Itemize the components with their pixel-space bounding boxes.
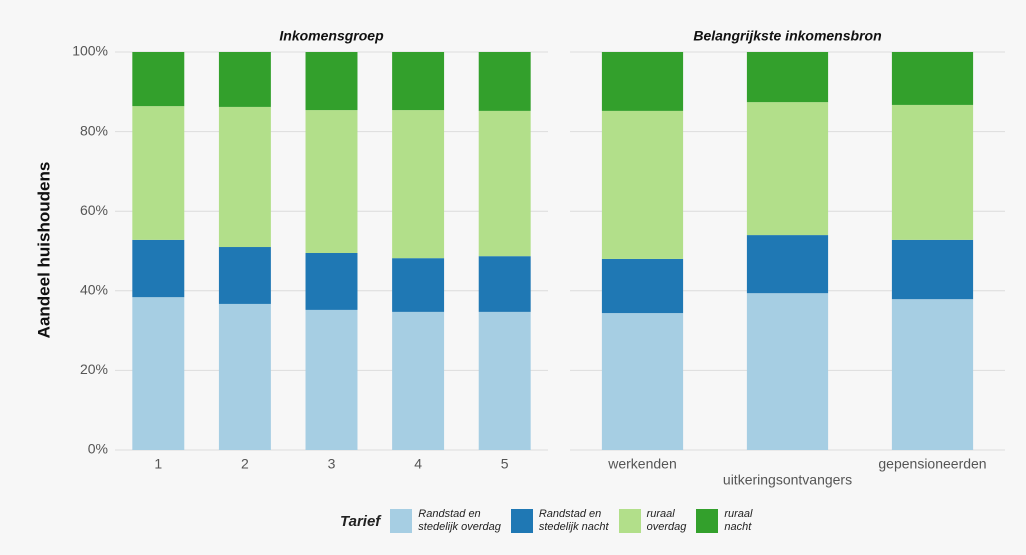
bar-segment [392, 52, 445, 111]
bar-segment [478, 311, 531, 450]
bar-segment [132, 106, 185, 240]
legend-swatch [618, 509, 641, 533]
legend-item: ruraal nacht [696, 508, 752, 534]
x-tick-label: 2 [241, 456, 249, 472]
x-tick-label: 5 [501, 456, 509, 472]
y-tick-label: 100% [72, 43, 108, 59]
bar-segment [478, 256, 531, 312]
legend-item: Randstad en stedelijk nacht [510, 508, 609, 534]
bar-segment [746, 102, 829, 236]
bar-segment [132, 52, 185, 107]
legend-swatch [510, 509, 533, 533]
y-tick-label: 40% [80, 282, 108, 298]
bar-segment [218, 247, 271, 304]
y-tick-label: 80% [80, 122, 108, 138]
x-tick-label: werkenden [607, 456, 677, 472]
x-tick-label: 1 [154, 456, 162, 472]
bar-segment [218, 106, 271, 248]
bar-segment [891, 299, 974, 450]
bar-segment [746, 52, 829, 103]
y-tick-label: 60% [80, 202, 108, 218]
legend-swatch [696, 509, 719, 533]
legend-item: ruraal overdag [618, 508, 687, 534]
bar-segment [132, 239, 185, 298]
bar-segment [305, 309, 358, 450]
bar-segment [601, 52, 684, 111]
y-tick-label: 20% [80, 361, 108, 377]
y-tick-label: 0% [88, 441, 108, 457]
legend-label: Randstad en stedelijk nacht [538, 508, 609, 533]
panel-title: Inkomensgroep [279, 28, 384, 44]
bar-segment [478, 110, 531, 257]
panel-title: Belangrijkste inkomensbron [693, 28, 881, 44]
x-tick-label: gepensioneerden [878, 456, 986, 472]
legend-title: Tarief [340, 512, 381, 530]
bar-segment [305, 252, 358, 310]
x-tick-label: uitkeringsontvangers [723, 472, 852, 488]
bar-segment [305, 110, 358, 253]
bar-segment [132, 297, 185, 450]
legend: Tarief Randstad en stedelijk overdag Rand… [340, 508, 762, 534]
x-tick-label: 3 [328, 456, 336, 472]
legend-item: Randstad en stedelijk overdag [390, 508, 501, 534]
bar-segment [218, 303, 271, 450]
bar-segment [601, 258, 684, 314]
bar-segment [392, 311, 445, 450]
bar-segment [891, 104, 974, 240]
bar-segment [478, 52, 531, 111]
bar-segment [746, 293, 829, 450]
legend-label: Randstad en stedelijk overdag [418, 508, 501, 533]
bar-segment [305, 52, 358, 111]
x-tick-label: 4 [414, 456, 422, 472]
bar-segment [392, 258, 445, 312]
legend-label: ruraal nacht [724, 508, 753, 533]
legend-swatch [390, 509, 413, 533]
y-axis-label: Aandeel huishoudens [34, 162, 53, 339]
legend-label: ruraal overdag [646, 508, 687, 533]
bar-segment [891, 239, 974, 300]
bar-segment [601, 110, 684, 259]
bar-segment [392, 110, 445, 259]
bar-segment [746, 235, 829, 294]
bar-segment [891, 52, 974, 105]
bar-segment [218, 52, 271, 107]
bar-segment [601, 313, 684, 450]
